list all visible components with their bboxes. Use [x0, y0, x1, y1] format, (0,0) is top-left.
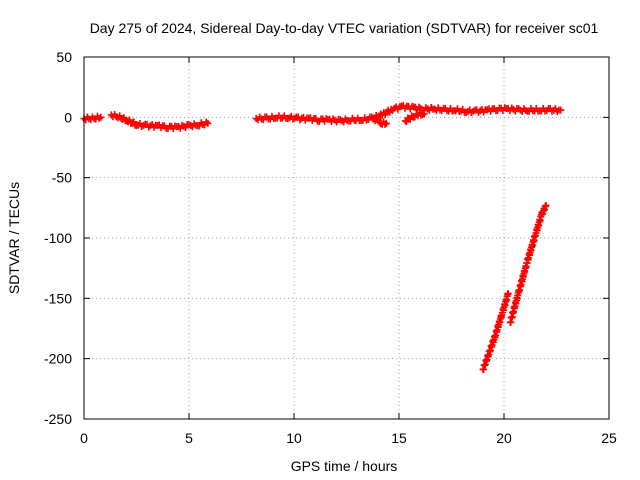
- plot-frame: [83, 56, 610, 420]
- y-tick-label: -150: [44, 290, 72, 306]
- y-tick-label: -200: [44, 351, 72, 367]
- data-point: [97, 113, 105, 121]
- data-point: [420, 110, 428, 118]
- x-tick-label: 0: [80, 430, 88, 446]
- data-point: [204, 119, 212, 127]
- data-point: [557, 106, 565, 114]
- data-point: [387, 105, 395, 113]
- x-tick-label: 15: [391, 430, 407, 446]
- data-series: [80, 101, 565, 374]
- x-axis-label: GPS time / hours: [291, 458, 398, 474]
- x-tick-label: 10: [286, 430, 302, 446]
- chart-title: Day 275 of 2024, Sidereal Day-to-day VTE…: [90, 20, 599, 36]
- data-point: [381, 120, 389, 128]
- y-tick-label: -100: [44, 230, 72, 246]
- x-axis-ticks: 0 5 10 15 20 25: [80, 57, 617, 446]
- x-tick-label: 5: [185, 430, 193, 446]
- y-axis-ticks: -250 -200 -150 -100 -50 0 50: [44, 49, 609, 427]
- y-tick-label: 0: [64, 109, 72, 125]
- data-point: [542, 201, 550, 209]
- x-tick-label: 25: [601, 430, 617, 446]
- data-point: [130, 118, 138, 126]
- data-point: [504, 290, 512, 298]
- y-tick-label: -50: [52, 170, 72, 186]
- x-tick-label: 20: [496, 430, 512, 446]
- y-tick-label: 50: [56, 49, 72, 65]
- y-tick-label: -250: [44, 411, 72, 427]
- y-axis-label: SDTVAR / TECUs: [6, 182, 22, 294]
- data-point: [382, 119, 390, 127]
